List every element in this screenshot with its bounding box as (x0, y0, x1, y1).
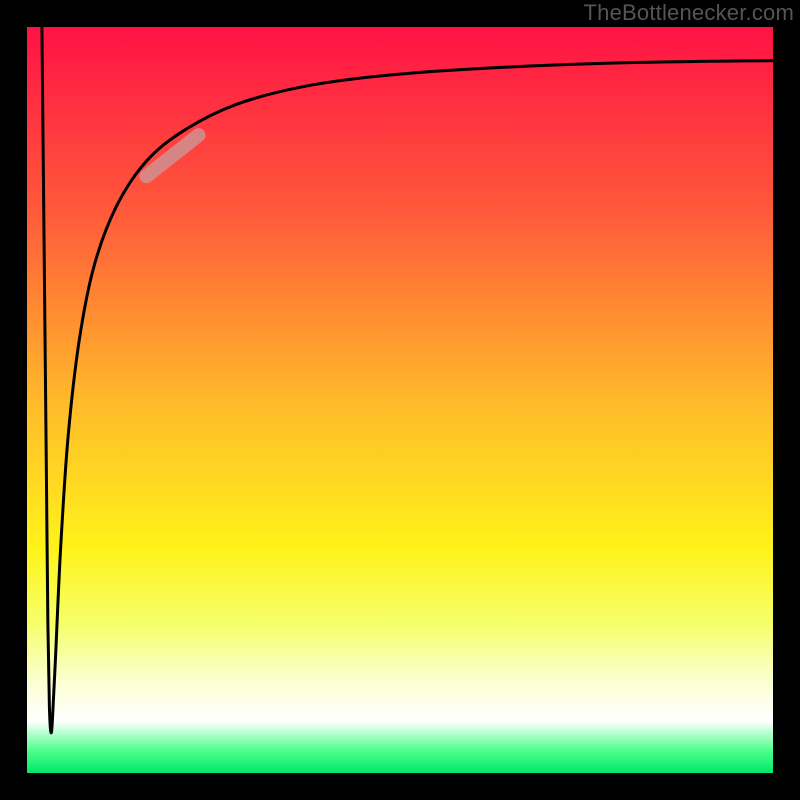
attribution-label: TheBottlenecker.com (584, 0, 794, 26)
chart-svg (0, 0, 800, 800)
plot-background (27, 27, 773, 773)
bottleneck-chart: TheBottlenecker.com (0, 0, 800, 800)
